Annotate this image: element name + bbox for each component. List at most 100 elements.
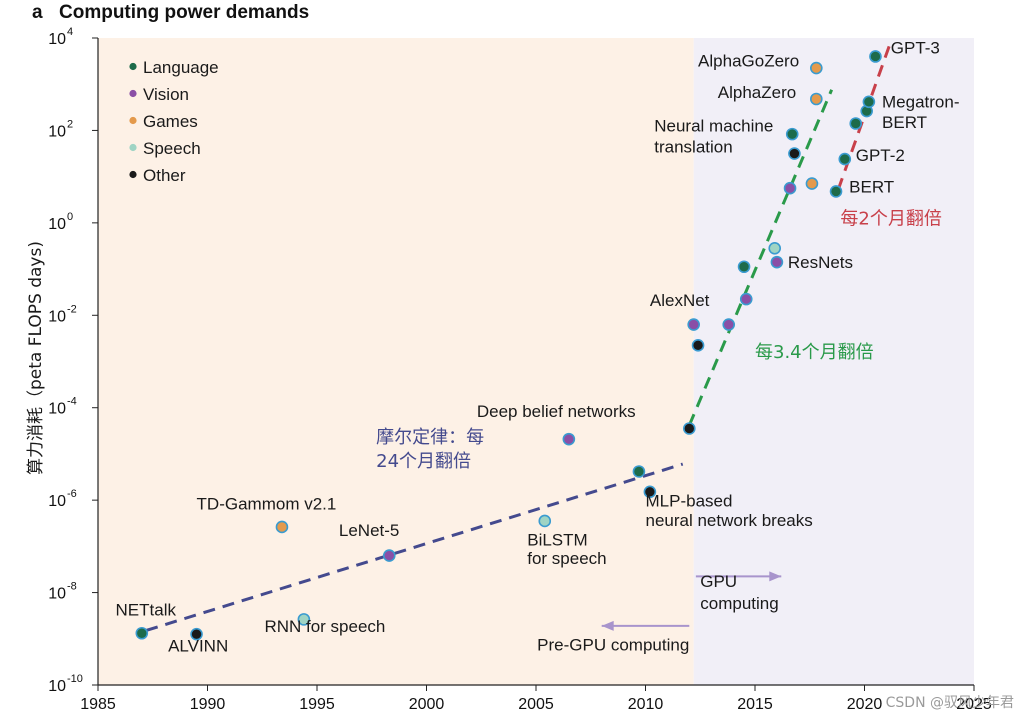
y-tick-label: 10 — [48, 308, 66, 325]
point-other — [788, 147, 801, 160]
chart-title: Computing power demands — [59, 2, 309, 23]
label-bert: BERT — [849, 177, 894, 196]
annotations: NETtalk ALVINN TD-Gammom v2.1 RNN for speec… — [116, 39, 960, 656]
x-tick-label: 2025 — [956, 696, 992, 713]
y-tick-label: 10 — [48, 678, 66, 695]
watermark: CSDN @驭风少年君 — [886, 695, 1014, 711]
x-tick-label: 1985 — [80, 696, 116, 713]
trend-label-gptlbl: 每2个月翻倍 — [840, 209, 941, 230]
y-tick-exponent: 2 — [67, 118, 73, 130]
y-tick-exponent: 4 — [67, 26, 73, 38]
legend-label-other: Other — [143, 166, 186, 185]
y-tick-exponent: 0 — [67, 211, 73, 223]
label-netalk: NETtalk — [116, 601, 177, 620]
label-lenet: LeNet-5 — [339, 521, 399, 540]
label-pregpu: Pre-GPU computing — [537, 635, 689, 654]
trend-label-moore1: 摩尔定律：每 — [376, 427, 484, 448]
point-language — [829, 185, 843, 198]
legend-marker-vision — [129, 89, 137, 98]
point-other — [643, 485, 657, 499]
legend-label-games: Games — [143, 112, 198, 131]
y-axis-label: 算力消耗（peta FLOPS days) — [26, 241, 46, 475]
y-tick-exponent: -6 — [67, 488, 77, 500]
point-vision — [783, 181, 797, 195]
point-games — [805, 177, 819, 190]
point-other — [682, 422, 696, 435]
y-tick-label: 10 — [48, 216, 66, 233]
pregpu-arrow-head — [601, 620, 614, 631]
trend-label-moore2: 24个月翻倍 — [376, 451, 471, 472]
point-language — [632, 465, 646, 478]
legend-marker-speech — [129, 143, 137, 152]
point-speech — [297, 613, 311, 626]
label-dbn: Deep belief networks — [477, 402, 636, 421]
pre-gpu-region — [98, 38, 694, 685]
y-tick-exponent: -4 — [67, 396, 77, 408]
point-games — [810, 61, 823, 75]
legend-marker-games — [129, 116, 137, 125]
era-arrows — [601, 571, 782, 631]
data-points — [135, 50, 882, 641]
label-alvinn: ALVINN — [168, 637, 228, 656]
trend-line-fast — [687, 89, 834, 426]
point-language — [785, 127, 799, 141]
x-tick-label: 2020 — [847, 696, 883, 713]
point-language — [862, 95, 876, 109]
trend-line-moore — [145, 462, 684, 632]
gpu-arrow-head — [769, 571, 782, 582]
x-tick-label: 1990 — [190, 696, 226, 713]
label-resnets: ResNets — [788, 253, 853, 272]
trend-label-fastlbl: 每3.4个月翻倍 — [755, 342, 874, 363]
label-bilstm2: for speech — [527, 549, 606, 568]
label-gpt2: GPT-2 — [856, 146, 905, 165]
label-gpu2: computing — [700, 594, 778, 613]
label-alphazero: AlphaZero — [718, 83, 796, 102]
point-games — [810, 92, 823, 106]
point-vision — [739, 292, 753, 306]
legend-marker-language — [129, 62, 137, 71]
y-tick-label: 10 — [48, 586, 66, 603]
label-bilstm1: BiLSTM — [527, 530, 587, 549]
label-mlp2: neural network breaks — [646, 511, 813, 530]
point-vision — [687, 318, 700, 331]
label-alexnet: AlexNet — [650, 291, 710, 310]
point-language — [135, 626, 149, 640]
legend-label-language: Language — [143, 58, 219, 77]
label-mlp1: MLP-based — [646, 492, 733, 511]
legend: Language Vision Games Speech Other — [129, 58, 219, 185]
y-tick-exponent: -10 — [67, 673, 83, 685]
y-tick-label: 10 — [48, 123, 66, 140]
point-language — [737, 260, 751, 274]
point-vision — [562, 432, 576, 446]
point-vision — [382, 549, 396, 562]
x-tick-label: 1995 — [299, 696, 335, 713]
y-tick-label: 10 — [48, 401, 66, 418]
point-other — [691, 339, 705, 352]
point-vision — [722, 318, 736, 331]
label-nmt2: translation — [654, 138, 732, 157]
label-megatron1: Megatron- — [882, 92, 959, 111]
label-tdgammon: TD-Gammom v2.1 — [197, 494, 337, 513]
x-tick-label: 2010 — [628, 696, 664, 713]
legend-label-speech: Speech — [143, 139, 201, 158]
point-games — [275, 520, 289, 534]
x-tick-label: 2005 — [518, 696, 554, 713]
label-megatron2: BERT — [882, 113, 927, 132]
label-nmt1: Neural machine — [654, 116, 773, 135]
label-gpu1: GPU — [700, 572, 737, 591]
y-tick-label: 10 — [48, 493, 66, 510]
point-language — [849, 117, 863, 130]
label-rnn: RNN for speech — [264, 617, 385, 636]
panel-letter: a — [32, 2, 43, 23]
point-language — [838, 152, 852, 166]
point-language — [869, 50, 882, 63]
y-tick-label: 10 — [48, 31, 66, 48]
y-tick-exponent: -2 — [67, 303, 77, 315]
x-tick-label: 2015 — [737, 696, 773, 713]
point-speech — [538, 514, 552, 528]
x-tick-label: 2000 — [409, 696, 445, 713]
point-speech — [768, 241, 782, 255]
label-alphagozero: AlphaGoZero — [698, 52, 799, 71]
